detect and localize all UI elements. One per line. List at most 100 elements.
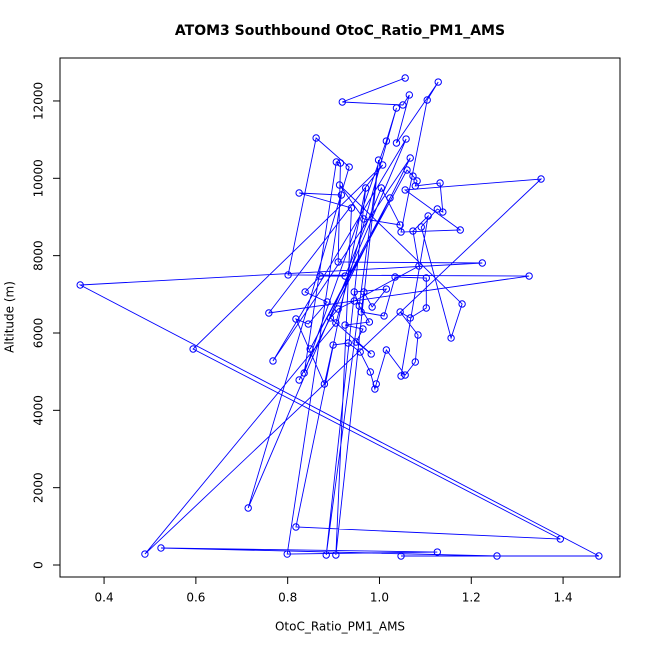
data-point — [399, 101, 407, 109]
data-point — [295, 189, 303, 197]
data-point — [422, 274, 430, 282]
data-point — [397, 552, 405, 560]
data-point — [401, 186, 409, 194]
data-point — [392, 104, 401, 112]
data-point — [157, 544, 165, 552]
data-point — [433, 548, 442, 556]
data-point — [356, 348, 364, 356]
y-tick-label: 0 — [32, 561, 46, 569]
data-point — [345, 163, 353, 171]
data-point — [304, 320, 313, 328]
x-tick-label: 0.4 — [95, 591, 114, 605]
data-point — [300, 369, 308, 377]
data-point — [382, 285, 391, 293]
data-point — [414, 331, 422, 339]
data-point — [341, 321, 349, 329]
data-point — [493, 552, 501, 560]
data-point — [406, 154, 414, 162]
y-tick-label: 8000 — [32, 240, 46, 271]
data-point — [397, 228, 405, 236]
x-tick-label: 1.2 — [462, 591, 481, 605]
x-tick-label: 1.0 — [370, 591, 389, 605]
data-point — [380, 312, 388, 320]
data-point — [347, 204, 356, 212]
x-tick-label: 0.8 — [278, 591, 297, 605]
data-point — [323, 298, 331, 306]
data-point — [458, 300, 466, 308]
data-point — [350, 297, 358, 305]
y-tick-label: 2000 — [32, 472, 46, 503]
data-point — [456, 226, 464, 234]
data-point — [595, 552, 603, 560]
data-point — [352, 338, 360, 346]
data-point — [401, 371, 409, 379]
data-point — [334, 258, 342, 266]
data-point — [326, 314, 335, 322]
data-point — [434, 78, 442, 86]
data-point — [283, 550, 291, 558]
data-point — [396, 308, 404, 316]
data-point — [392, 139, 401, 147]
y-tick-label: 6000 — [32, 318, 46, 349]
data-point — [295, 376, 303, 384]
data-point — [332, 551, 340, 559]
data-point — [341, 272, 349, 280]
x-axis-label: OtoC_Ratio_PM1_AMS — [275, 620, 405, 634]
data-point — [436, 179, 444, 187]
data-point — [403, 166, 411, 174]
y-axis-label: Altitude (m) — [3, 281, 17, 353]
data-point — [322, 551, 330, 559]
data-point — [76, 281, 84, 289]
data-point — [525, 272, 533, 280]
data-point — [329, 341, 337, 349]
data-point — [301, 288, 309, 296]
x-tick-label: 0.6 — [186, 591, 205, 605]
data-point — [478, 259, 486, 267]
data-point — [386, 194, 394, 202]
chart-title: ATOM3 Southbound OtoC_Ratio_PM1_AMS — [175, 23, 505, 39]
data-point — [439, 208, 447, 216]
data-point — [415, 262, 423, 270]
data-point — [336, 159, 345, 167]
y-tick-label: 10000 — [32, 159, 46, 197]
data-point — [359, 325, 367, 333]
y-tick-label: 12000 — [32, 82, 46, 120]
data-point — [377, 184, 386, 192]
data-point — [362, 184, 370, 192]
x-tick-label: 1.4 — [554, 591, 573, 605]
data-point — [382, 137, 391, 145]
data-point — [312, 134, 320, 142]
y-tick-label: 4000 — [32, 395, 46, 426]
data-point — [284, 271, 292, 279]
data-point — [344, 339, 352, 347]
data-point — [422, 304, 430, 312]
data-point — [265, 309, 273, 317]
data-point — [411, 182, 419, 190]
data-point — [338, 98, 346, 106]
data-point — [374, 156, 383, 164]
data-point — [332, 158, 341, 166]
data-point — [365, 318, 374, 326]
data-point — [406, 314, 414, 322]
data-point — [556, 535, 565, 543]
data-point — [335, 181, 344, 189]
data-point — [397, 372, 405, 380]
data-point — [409, 172, 417, 180]
data-point — [447, 334, 455, 342]
plot-frame — [59, 57, 621, 578]
data-point — [366, 368, 374, 376]
data-point — [417, 223, 425, 231]
data-point — [350, 288, 358, 296]
data-point — [537, 175, 545, 183]
data-point — [372, 380, 380, 388]
data-point — [189, 345, 197, 353]
data-point — [269, 357, 277, 365]
data-point — [424, 212, 432, 220]
data-point — [371, 385, 379, 393]
data-point — [334, 305, 342, 313]
data-point — [423, 96, 431, 104]
data-point — [355, 302, 363, 310]
data-point — [378, 161, 387, 169]
data-point — [413, 177, 421, 185]
